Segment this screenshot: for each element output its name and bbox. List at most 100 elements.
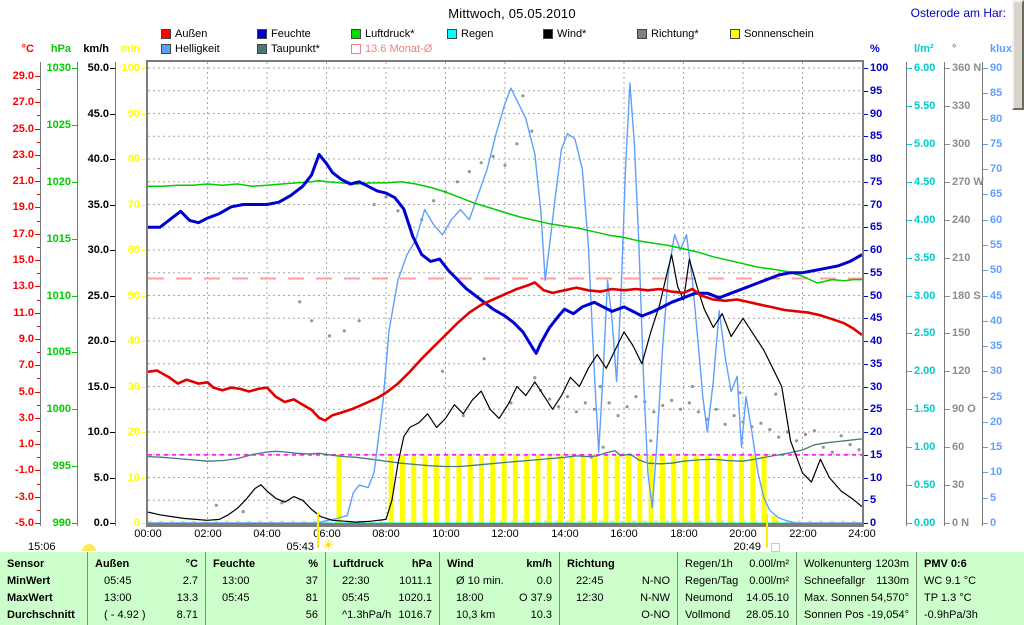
sunshine-bar <box>580 454 586 524</box>
axis-tick <box>141 341 146 342</box>
axis-tick-label: 75 <box>870 176 883 188</box>
table-row: Neumond 14.05.10 <box>678 589 796 606</box>
axis-tick <box>983 422 988 423</box>
axis-tick <box>35 418 40 419</box>
axis-tick-label: 80 <box>870 153 883 165</box>
axis-tick-label: 70 <box>990 163 1003 175</box>
table-cell-value: % <box>308 557 318 570</box>
table-row: 13:00 37 <box>206 572 325 589</box>
wind-direction-dot <box>548 397 552 401</box>
axis-tick <box>110 68 115 69</box>
axis-tick <box>35 102 40 103</box>
sunshine-bar <box>388 454 394 524</box>
table-row-label-text: Durchschnitt <box>7 608 75 621</box>
wind-direction-dot <box>661 403 665 408</box>
axis-tick-label: 60 <box>952 441 965 453</box>
axis-tick-label: 25 <box>990 391 1003 403</box>
axis-tick <box>907 182 912 183</box>
axis-tick-label: 300 <box>952 138 971 150</box>
sunrise-sun-icon: ☀ <box>322 537 335 553</box>
axis-unit-label: hPa <box>50 43 71 55</box>
axis-line <box>944 62 945 526</box>
axis-tick <box>35 207 40 208</box>
axis-tick-label: 4.00 <box>914 214 936 226</box>
axis-tick-label: 5.00 <box>914 138 936 150</box>
table-cell-value: hPa <box>411 557 432 570</box>
moon-time: 15:06 <box>28 541 56 553</box>
axis-minor-tick <box>37 326 40 327</box>
sunshine-bar <box>399 454 405 524</box>
axis-unit-label: klux <box>990 43 1013 55</box>
wind-direction-dot <box>557 405 561 409</box>
axis-tick <box>983 321 988 322</box>
sunshine-bar <box>524 454 530 524</box>
axis-tick-label: 5 <box>990 492 997 504</box>
sunrise-time: 05:43 <box>286 541 314 553</box>
axis-tick <box>983 93 988 94</box>
table-cell-value: 8.71 <box>176 608 198 621</box>
table-cell-value: 1130m <box>876 574 909 587</box>
wind-direction-dot <box>503 163 507 167</box>
axis-tick <box>863 318 868 319</box>
sunset-square-icon <box>771 543 780 552</box>
table-cell-label: 05:45 <box>342 591 370 604</box>
legend: Außen Feuchte Luftdruck* Regen Wind* Richtung… <box>0 0 1024 60</box>
series-au-en <box>147 281 863 422</box>
x-tick-label: 12:00 <box>491 528 519 540</box>
axis-tick-label: 45 <box>990 290 1003 302</box>
table-cell-value: N-NO <box>641 574 670 587</box>
axis-tick-label: 50 <box>870 290 883 302</box>
sunshine-bar <box>433 454 439 524</box>
axis-tick-label: 1010 <box>46 290 71 302</box>
axis-tick-label: 10 <box>870 472 883 484</box>
wind-direction-dot <box>670 398 674 402</box>
sunshine-bar <box>512 454 518 524</box>
axes: 29.0 27.0 25.0 23.0 21.0 19.0 17.0 15.0 13.0 11.0… <box>0 43 1024 532</box>
scrollbar-thumb[interactable] <box>1012 0 1024 110</box>
axis-tick <box>907 409 912 410</box>
table-cell-label: Regen/Tag <box>685 574 739 587</box>
axis-tick-label: 21.0 <box>12 175 34 187</box>
sunshine-bar <box>637 454 643 524</box>
axis-tick-label: 70 <box>870 199 883 211</box>
axis-tick-label: 15 <box>870 449 883 461</box>
wind-direction-dot <box>467 170 471 174</box>
axis-tick-label: 6.00 <box>914 62 936 74</box>
axis-tick <box>863 478 868 479</box>
x-tick-label: 16:00 <box>610 528 638 540</box>
axis-tick-label: 40 <box>127 335 140 347</box>
table-row: Ø 10 min. 0.0 <box>440 572 559 589</box>
axis-tick <box>110 478 115 479</box>
axis-tick-label: 90 <box>870 108 883 120</box>
wind-direction-dot <box>690 384 695 389</box>
sunshine-bar <box>467 454 473 524</box>
table-row-labels: Sensor MinWert MaxWert Durchschnitt <box>0 552 88 625</box>
axis-tick <box>907 523 912 524</box>
wind-direction-dot <box>509 401 513 405</box>
sunset-time: 20:49 <box>733 541 761 553</box>
sunshine-bar <box>336 454 342 524</box>
station-name: Osterode am Har: <box>910 6 1006 20</box>
sunshine-bar <box>727 454 733 524</box>
sunshine-bar <box>716 454 722 524</box>
table-row: ( - 4.92 ) 8.71 <box>88 606 205 623</box>
axis-tick-label: 55 <box>990 239 1003 251</box>
table-row-label-text: MaxWert <box>7 591 53 604</box>
axis-tick <box>35 181 40 182</box>
chart-canvas <box>147 62 863 524</box>
table-row: ^1.3hPa/h 1016.7 <box>326 606 439 623</box>
wind-direction-dot <box>280 501 284 505</box>
axis-tick <box>35 155 40 156</box>
axis-line <box>906 62 907 526</box>
axis-tick-label: 100 <box>870 62 889 74</box>
table-row: TP 1.3 °C <box>917 589 1024 606</box>
axis-tick <box>141 159 146 160</box>
axis-tick-label: 7.0 <box>18 359 34 371</box>
axis-tick <box>863 455 868 456</box>
series-taupunkt <box>147 438 863 468</box>
sunshine-bar <box>771 516 777 523</box>
table-cell-value: 81 <box>305 591 318 604</box>
axis-minor-tick <box>37 431 40 432</box>
table-row: 05:45 81 <box>206 589 325 606</box>
table-row: 05:45 2.7 <box>88 572 205 589</box>
